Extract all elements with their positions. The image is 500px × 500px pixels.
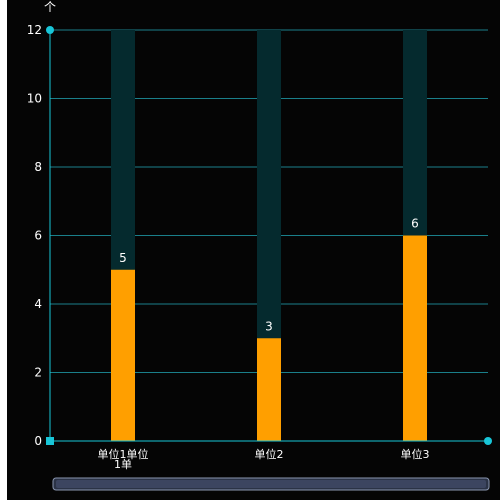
y-tick-label: 10 (27, 92, 42, 106)
bar-value-label: 3 (265, 319, 273, 333)
y-tick-label: 4 (34, 297, 42, 311)
axis-origin-marker (46, 437, 54, 445)
y-tick-label: 12 (27, 23, 42, 37)
x-tick-label: 单位1单位 1单 (98, 447, 149, 471)
x-tick-label: 单位2 (255, 447, 284, 461)
y-axis-end-dot (46, 26, 54, 34)
x-axis-end-dot (484, 437, 492, 445)
bar[interactable] (111, 269, 135, 441)
bar[interactable] (403, 235, 427, 442)
y-tick-label: 6 (34, 229, 42, 243)
y-tick-label: 8 (34, 160, 42, 174)
x-tick-label: 单位3 (401, 447, 430, 461)
labels: 0 2 4 6 8 10 12 5 单位1单位 1单 3 单位2 6 单位3 (27, 23, 430, 471)
bar-value-label: 6 (411, 217, 419, 231)
y-tick-label: 2 (34, 366, 42, 380)
axes (46, 26, 492, 445)
y-axis-unit-label: 个 (44, 0, 56, 14)
bar[interactable] (257, 338, 281, 441)
data-zoom-slider[interactable] (52, 477, 490, 491)
zoom-slider-handle[interactable] (56, 480, 486, 488)
y-tick-label: 0 (34, 434, 42, 448)
bar-value-label: 5 (119, 251, 127, 265)
bars (111, 235, 427, 442)
